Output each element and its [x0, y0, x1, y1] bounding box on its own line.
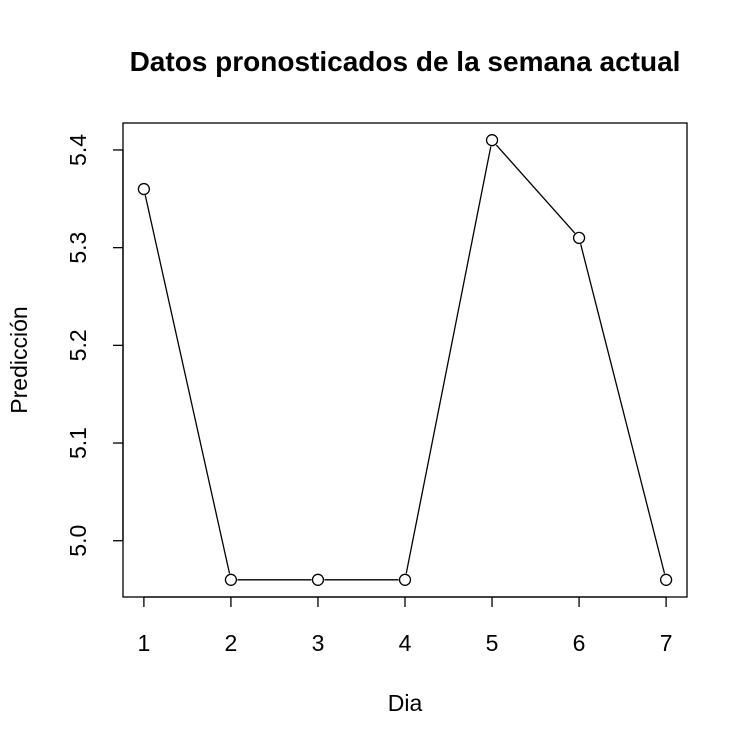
plot-frame [122, 122, 688, 598]
y-tick-label: 5.0 [65, 525, 91, 557]
data-point [398, 573, 412, 586]
y-axis-label: Predicción [6, 306, 32, 413]
data-point [137, 182, 151, 196]
data-point [659, 573, 673, 586]
y-tick-label: 5.1 [65, 427, 91, 459]
y-tick-label: 5.3 [65, 232, 91, 264]
line-segment [144, 195, 231, 574]
x-tick-label: 7 [660, 630, 673, 656]
data-point [224, 573, 238, 586]
y-tick-label: 5.4 [65, 134, 91, 166]
line-segment [495, 144, 576, 234]
data-point [485, 134, 499, 147]
y-tick-label: 5.2 [65, 329, 91, 361]
x-tick-label: 5 [486, 630, 499, 656]
x-axis: 1 2 3 4 5 6 7 [137, 596, 673, 656]
chart-title: Datos pronosticados de la semana actual [130, 46, 681, 77]
line-segment [580, 244, 666, 574]
series [137, 134, 673, 586]
x-tick-label: 6 [573, 630, 586, 656]
x-tick-label: 2 [225, 630, 238, 656]
x-tick-label: 1 [137, 630, 150, 656]
line-segment [405, 146, 492, 574]
x-tick-label: 4 [399, 630, 412, 656]
x-axis-label: Dia [388, 690, 423, 716]
y-axis: 5.0 5.1 5.2 5.3 5.4 [65, 134, 124, 557]
data-point [572, 231, 586, 245]
x-tick-label: 3 [312, 630, 325, 656]
data-point [311, 573, 325, 586]
